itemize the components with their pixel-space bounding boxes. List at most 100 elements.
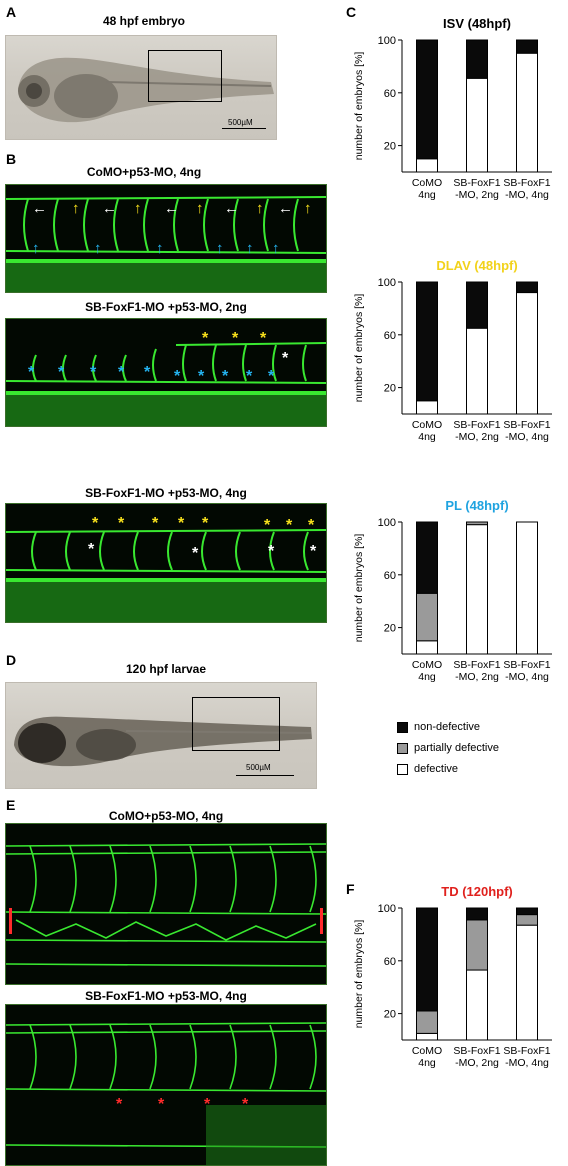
- bar-segment: [416, 907, 438, 1012]
- white-star-icon: *: [282, 350, 289, 367]
- yellow-arrow-icon: ↑: [304, 200, 312, 217]
- bar-segment: [466, 77, 488, 173]
- bar-segment: [516, 521, 538, 655]
- legend-item-partially-defective: partially defective: [397, 742, 499, 754]
- y-tick-label: 60: [384, 956, 396, 968]
- y-tick-label: 100: [378, 903, 396, 915]
- blue-star-icon: *: [222, 368, 229, 385]
- chart-td: TD (120hpf) number of embryos [%] 20 60 100 C…: [353, 884, 552, 1069]
- x-tick-label: SB-FoxF1: [453, 177, 500, 189]
- blue-arrow-icon: ↑: [32, 240, 40, 257]
- vessels-foxf1-4ng-48hpf: [6, 529, 326, 622]
- blue-star-icon: *: [198, 368, 205, 385]
- y-axis-label: number of embryos [%]: [353, 52, 365, 161]
- yellow-star-icon: *: [202, 330, 209, 347]
- chart-pl: PL (48hpf) number of embryos [%] 20 60 100 Co…: [353, 498, 552, 683]
- y-tick-label: 100: [378, 277, 396, 289]
- legend-label: partially defective: [414, 742, 499, 754]
- bar-segment: [466, 281, 488, 329]
- panel-letter-b: B: [6, 151, 17, 167]
- white-arrow-icon: ←: [278, 200, 293, 217]
- bar-segment: [416, 158, 438, 173]
- x-tick-label: -MO, 2ng: [455, 431, 499, 443]
- blue-star-icon: *: [28, 364, 35, 381]
- x-tick-label: SB-FoxF1: [503, 1045, 550, 1057]
- x-tick-label: -MO, 4ng: [505, 1057, 549, 1069]
- chart-title: DLAV (48hpf): [436, 258, 517, 273]
- yellow-arrow-icon: ↑: [256, 200, 264, 217]
- panel-letter-e: E: [6, 797, 16, 813]
- chart-title: TD (120hpf): [441, 884, 513, 899]
- bar-segment: [416, 521, 438, 594]
- confocal-foxf1-4ng-48hpf: * * * * * * * * * * * *: [5, 503, 327, 623]
- y-tick-label: 60: [384, 88, 396, 100]
- legend-swatch: [397, 721, 408, 733]
- confocal-como-48hpf: ← ↑ ← ↑ ← ↑ ← ↑ ← ↑ ↑ ↑ ↑ ↑ ↑ ↑: [5, 184, 327, 293]
- bar-segment: [416, 592, 438, 642]
- red-star-icon: *: [116, 1096, 123, 1113]
- x-tick-label: 4ng: [418, 671, 436, 683]
- red-star-icon: *: [158, 1096, 165, 1113]
- bar-segment: [416, 640, 438, 655]
- panel-letter-c: C: [346, 4, 357, 20]
- bar-segment: [466, 521, 488, 526]
- panel-letter-f: F: [346, 881, 355, 897]
- legend-label: defective: [414, 763, 459, 775]
- bar-segment: [466, 919, 488, 971]
- yellow-arrow-icon: ↑: [72, 200, 80, 217]
- x-tick-label: -MO, 4ng: [505, 431, 549, 443]
- y-axis-label: number of embryos [%]: [353, 920, 365, 1029]
- white-arrow-icon: ←: [224, 200, 239, 217]
- scale-bar: [236, 775, 294, 776]
- x-tick-label: SB-FoxF1: [503, 177, 550, 189]
- y-tick-label: 60: [384, 570, 396, 582]
- x-tick-label: CoMO: [412, 659, 442, 671]
- blue-star-icon: *: [58, 364, 65, 381]
- white-arrow-icon: ←: [32, 200, 47, 217]
- legend-label: non-defective: [414, 721, 481, 733]
- yellow-star-icon: *: [152, 515, 159, 532]
- bar-segment: [416, 281, 438, 402]
- x-tick-label: 4ng: [418, 189, 436, 201]
- y-tick-label: 20: [384, 141, 396, 153]
- yellow-star-icon: *: [308, 517, 315, 534]
- bar-segment: [516, 281, 538, 294]
- bar-segment: [516, 907, 538, 916]
- zoom-region-box: [148, 50, 222, 102]
- white-arrow-icon: ←: [164, 200, 179, 217]
- y-axis-label: number of embryos [%]: [353, 294, 365, 403]
- vessels-foxf1-2ng-48hpf: [6, 342, 326, 426]
- vessels-como-48hpf: [6, 196, 326, 292]
- blue-star-icon: *: [90, 364, 97, 381]
- x-tick-label: SB-FoxF1: [503, 659, 550, 671]
- zoom-region-box: [192, 697, 280, 751]
- bar-segment: [416, 39, 438, 160]
- scale-label: 500µM: [246, 763, 271, 772]
- panel-e2-title: SB-FoxF1-MO +p53-MO, 4ng: [85, 989, 247, 1003]
- x-tick-label: -MO, 2ng: [455, 1057, 499, 1069]
- y-axis-label: number of embryos [%]: [353, 534, 365, 643]
- yellow-arrow-icon: ↑: [134, 200, 142, 217]
- legend-item-non-defective: non-defective: [397, 721, 480, 733]
- larvae-120hpf-drawing: [14, 716, 312, 767]
- chart-title: PL (48hpf): [445, 498, 508, 513]
- bar-segment: [466, 524, 488, 655]
- embryo-48hpf-image: 500µM: [5, 35, 277, 140]
- bar-segment: [516, 914, 538, 926]
- blue-arrow-icon: ↑: [272, 240, 280, 257]
- bar-segment: [516, 924, 538, 1041]
- scale-bar: [222, 128, 266, 129]
- yellow-star-icon: *: [264, 517, 271, 534]
- bar-segment: [466, 327, 488, 415]
- red-star-icon: *: [204, 1096, 211, 1113]
- scale-label: 500µM: [228, 118, 253, 127]
- legend-swatch: [397, 763, 408, 775]
- panel-b3-title: SB-FoxF1-MO +p53-MO, 4ng: [85, 486, 247, 500]
- panel-b1-title: CoMO+p53-MO, 4ng: [86, 165, 202, 179]
- bar-segment: [466, 969, 488, 1041]
- x-tick-label: SB-FoxF1: [453, 659, 500, 671]
- white-star-icon: *: [268, 543, 275, 560]
- red-star-icon: *: [242, 1096, 249, 1113]
- x-tick-label: CoMO: [412, 177, 442, 189]
- yellow-star-icon: *: [286, 517, 293, 534]
